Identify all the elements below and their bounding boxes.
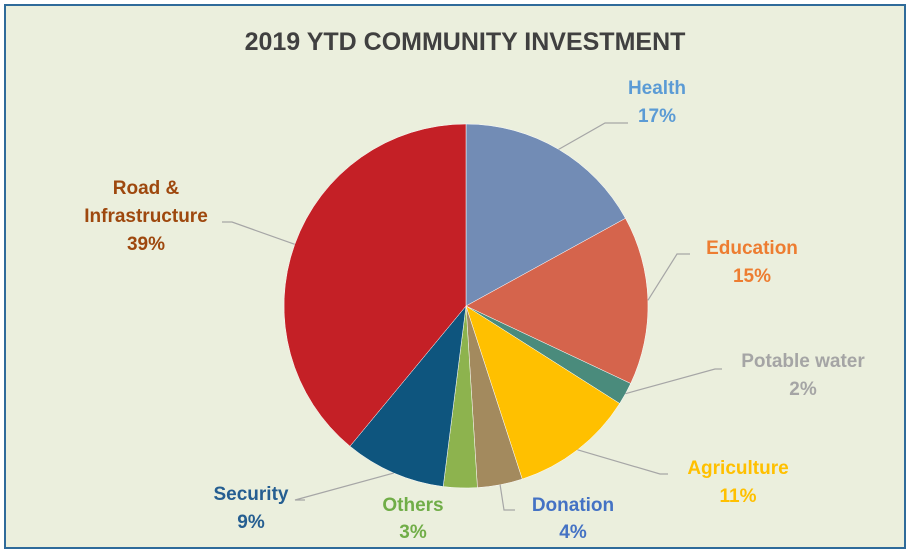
leader-line-health [558, 122, 628, 150]
slice-road-infrastructure [283, 123, 467, 447]
label-others-value: 3% [399, 522, 427, 543]
label-agriculture-name: Agriculture [687, 458, 788, 479]
label-education-name: Education [706, 238, 798, 259]
label-education-value: 15% [733, 266, 771, 287]
leader-line-education [647, 253, 690, 301]
label-health-name: Health [628, 78, 686, 99]
leader-line-agriculture [577, 449, 668, 475]
leader-line-donation [499, 484, 515, 511]
label-agriculture-value: 11% [720, 486, 757, 507]
label-donation-value: 4% [559, 522, 587, 543]
label-health-value: 17% [638, 106, 676, 127]
label-security-name: Security [214, 484, 289, 505]
leader-line-security [294, 472, 394, 501]
label-others-name: Others [382, 495, 443, 516]
leader-line-potable-water [625, 368, 722, 395]
leader-lines [222, 122, 722, 511]
label-potable-water-name: Potable water [741, 351, 865, 372]
pie-slices [283, 123, 649, 489]
label-security-value: 9% [237, 512, 265, 533]
label-donation-name: Donation [532, 495, 614, 516]
label-potable-water-value: 2% [789, 379, 817, 400]
label-road-value: 39% [127, 234, 165, 255]
label-road-name-line1: Road & [113, 178, 180, 199]
label-road-name-line2: Infrastructure [84, 206, 208, 227]
chart-title: 2019 YTD COMMUNITY INVESTMENT [244, 28, 686, 56]
leader-line-road-infrastructure [222, 221, 295, 245]
